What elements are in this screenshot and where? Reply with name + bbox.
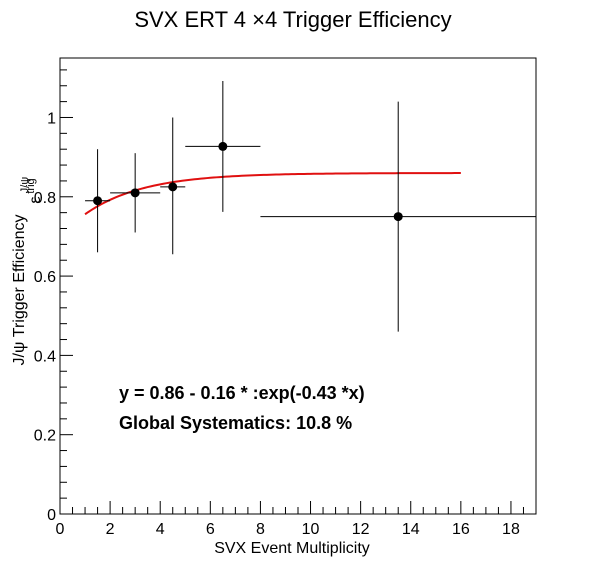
y-axis-symbol: ε (27, 196, 44, 203)
x-tick-label: 16 (452, 521, 470, 538)
y-axis-symbol-group: ε J/ψ trig (19, 177, 44, 204)
x-axis-label: SVX Event Multiplicity (214, 540, 370, 557)
y-tick-label: 0.8 (34, 190, 56, 207)
x-tick-label: 14 (402, 521, 420, 538)
y-tick-label: 1 (47, 110, 56, 127)
x-tick-label: 12 (352, 521, 370, 538)
y-tick-label: 0.2 (34, 428, 56, 445)
data-marker (93, 196, 103, 206)
x-tick-label: 8 (256, 521, 265, 538)
x-tick-label: 6 (206, 521, 215, 538)
y-axis-label-group: J/ψ Trigger Efficiency (11, 214, 28, 365)
y-tick-label: 0.4 (34, 348, 56, 365)
x-tick-label: 18 (502, 521, 520, 538)
fit-equation: y = 0.86 - 0.16 * :exp(-0.43 *x) (119, 383, 365, 403)
global-systematics: Global Systematics: 10.8 % (119, 413, 352, 433)
y-axis-symbol-subscript: trig (25, 178, 37, 193)
x-tick-label: 4 (156, 521, 165, 538)
data-point (160, 117, 186, 255)
data-marker (218, 141, 228, 151)
data-marker (168, 182, 178, 192)
y-axis-label: J/ψ Trigger Efficiency (11, 214, 28, 365)
y-tick-label: 0.6 (34, 269, 56, 286)
axis-ticks (59, 69, 537, 515)
x-tick-label: 10 (302, 521, 320, 538)
data-point (260, 101, 536, 332)
data-point (110, 153, 161, 233)
axis-tick-labels: 0 2 4 6 8 10 12 14 16 18 0 0.2 0.4 0.6 0.8 1 (34, 110, 520, 538)
x-tick-label: 0 (56, 521, 65, 538)
data-marker (393, 212, 403, 222)
data-points (85, 80, 536, 332)
data-point (185, 80, 261, 212)
chart-title: SVX ERT 4 ×4 Trigger Efficiency (134, 7, 451, 32)
data-marker (130, 188, 140, 198)
fit-curve (84, 172, 461, 216)
plot-frame (59, 57, 537, 515)
y-tick-label: 0 (47, 507, 56, 524)
x-tick-label: 2 (106, 521, 115, 538)
y-axis-symbol-superscript: J/ψ (19, 177, 31, 194)
data-point (85, 149, 111, 253)
